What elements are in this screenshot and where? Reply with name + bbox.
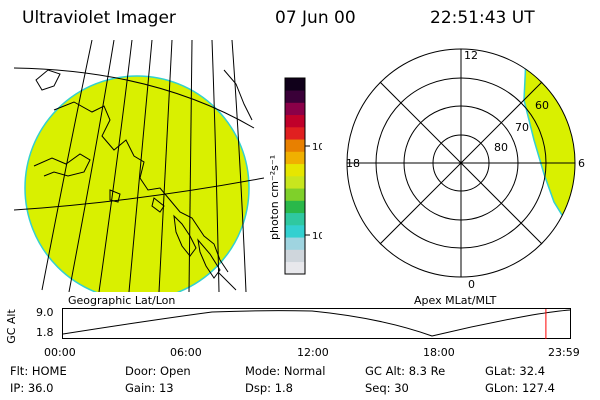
time-label: 22:51:43 UT (430, 8, 535, 28)
colorbar-swatch (285, 90, 305, 103)
colorbar-tick-10: 10 (312, 231, 322, 242)
timeline-frame (62, 308, 571, 339)
colorbar-tick-100: 100 (312, 142, 322, 153)
polar-image-region (523, 56, 575, 230)
status-glon: GLon: 127.4 (485, 381, 555, 395)
status-gain: Gain: 13 (125, 381, 174, 395)
colorbar-swatch (285, 114, 305, 128)
geographic-map (14, 40, 264, 292)
colorbar-ticks (305, 145, 310, 236)
colorbar-swatch (285, 102, 305, 116)
mlt-label-12: 12 (464, 49, 478, 62)
colorbar-swatches (285, 78, 305, 275)
timeline-axis-label: GC Alt (4, 309, 18, 344)
colorbar-swatch (285, 78, 305, 91)
timeline-y-label-box: GC Alt (0, 309, 22, 344)
altitude-curve (62, 309, 571, 337)
colorbar-swatch (285, 249, 305, 263)
mlt-label-6: 6 (578, 157, 585, 170)
polar-grid (346, 48, 576, 278)
status-dsp: Dsp: 1.8 (245, 381, 293, 395)
geo-meridians (41, 40, 247, 292)
status-gc-alt: GC Alt: 8.3 Re (365, 364, 446, 378)
colorbar-swatch (285, 188, 305, 201)
geo-panel-caption: Geographic Lat/Lon (68, 294, 176, 307)
colorbar-unit-label: photon cm⁻²s⁻¹ (268, 155, 281, 240)
geo-image-disk (24, 75, 250, 292)
timeline-ytick-bottom: 1.8 (36, 326, 54, 339)
mlat-label-70: 70 (515, 121, 529, 134)
geo-parallels (14, 67, 264, 211)
colorbar: 100 10 photon cm⁻²s⁻¹ (268, 77, 322, 275)
timeline-xtick-4: 23:59 (548, 346, 580, 359)
mlt-label-18: 18 (346, 157, 360, 170)
colorbar-swatch (285, 176, 305, 189)
polar-panel-caption: Apex MLat/MLT (414, 294, 497, 307)
colorbar-swatch (285, 237, 305, 250)
mlat-label-60: 60 (535, 99, 549, 112)
timeline-xtick-2: 12:00 (297, 346, 329, 359)
status-flt: Flt: HOME (10, 364, 67, 378)
coastline (33, 69, 253, 291)
timeline-xtick-1: 06:00 (170, 346, 202, 359)
colorbar-swatch (285, 139, 305, 152)
date-label: 07 Jun 00 (275, 8, 356, 28)
status-seq: Seq: 30 (365, 381, 409, 395)
app-title: Ultraviolet Imager (22, 8, 176, 28)
colorbar-swatch (285, 212, 305, 226)
status-mode: Mode: Normal (245, 364, 326, 378)
status-ip: IP: 36.0 (10, 381, 54, 395)
timeline-ytick-top: 9.0 (36, 306, 54, 319)
timeline-xtick-0: 00:00 (44, 346, 76, 359)
colorbar-swatch (285, 225, 305, 238)
colorbar-swatch (285, 127, 305, 140)
status-glat: GLat: 32.4 (485, 364, 546, 378)
colorbar-swatch (285, 200, 305, 214)
colorbar-swatch (285, 151, 305, 165)
mlt-label-0: 0 (468, 278, 475, 291)
colorbar-swatch (285, 163, 305, 177)
status-door: Door: Open (125, 364, 191, 378)
timeline-xtick-3: 18:00 (423, 346, 455, 359)
polar-plot: 12 18 6 0 60 70 80 (346, 48, 585, 291)
colorbar-frame (284, 77, 306, 275)
timeline-plot (62, 308, 571, 339)
colorbar-swatch (285, 261, 305, 275)
mlat-label-80: 80 (494, 141, 508, 154)
